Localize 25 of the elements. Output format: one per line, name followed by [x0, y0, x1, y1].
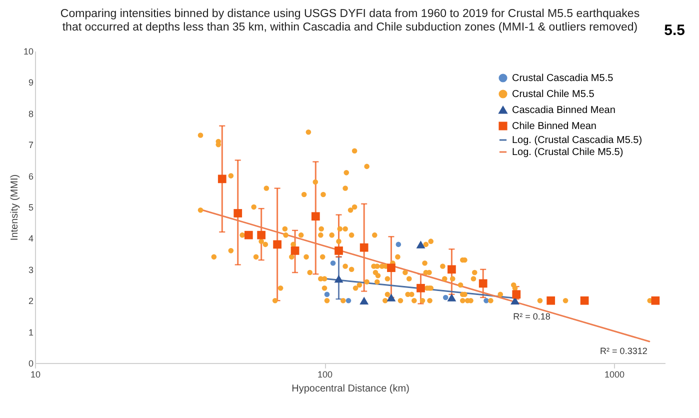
legend-label: Cascadia Binned Mean: [512, 105, 616, 116]
y-tick-label: 2: [28, 296, 34, 306]
x-tick-label: 100: [317, 370, 333, 380]
legend-label: Chile Binned Mean: [512, 121, 596, 132]
x-tick-label: 1000: [604, 370, 625, 380]
text: 5.5: [664, 22, 685, 39]
y-tick-label: 3: [28, 264, 34, 275]
y-tick-label: 8: [28, 108, 34, 119]
x-axis-title: Hypocentral Distance (km): [292, 384, 410, 394]
y-tick-label: 7: [28, 140, 34, 150]
legend-label: Log. (Crustal Chile M5.5): [512, 147, 624, 158]
chart-title: Comparing intensities binned by distance using USGS DYFI data from 1960 to 2019 for Crustal M5.5 earthquakes that occurred at depths less than 35 km, within Cascadia and Chile subduction zones (MMI-1 & outliers removed): [60, 8, 640, 34]
y-tick-label: 4: [28, 234, 34, 244]
y-tick-label: 0: [28, 358, 34, 368]
y-tick-label: 10: [23, 46, 34, 56]
annotation: R² = 0.3312: [600, 346, 648, 356]
legend-label: Crustal Chile M5.5: [512, 89, 595, 100]
y-tick-label: 5: [28, 202, 34, 212]
y-tick-label: 1: [28, 327, 34, 338]
y-tick-label: 6: [28, 171, 34, 182]
legend-label: Log. (Crustal Cascadia M5.5): [512, 135, 642, 146]
annotation: R² = 0.18: [513, 312, 550, 322]
legend-label: Crustal Cascadia M5.5: [512, 73, 614, 84]
y-axis-title: Intensity (MMI): [9, 174, 20, 241]
y-tick-label: 9: [28, 78, 34, 88]
